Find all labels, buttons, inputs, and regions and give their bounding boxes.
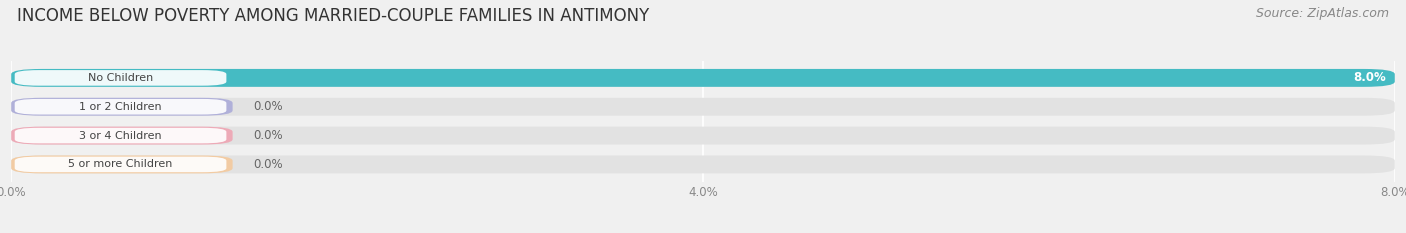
Text: 1 or 2 Children: 1 or 2 Children xyxy=(79,102,162,112)
FancyBboxPatch shape xyxy=(11,98,1395,116)
Text: 0.0%: 0.0% xyxy=(253,100,283,113)
Text: No Children: No Children xyxy=(89,73,153,83)
FancyBboxPatch shape xyxy=(11,155,1395,173)
FancyBboxPatch shape xyxy=(11,127,232,144)
FancyBboxPatch shape xyxy=(14,157,226,172)
Text: Source: ZipAtlas.com: Source: ZipAtlas.com xyxy=(1256,7,1389,20)
FancyBboxPatch shape xyxy=(11,127,1395,144)
Text: 3 or 4 Children: 3 or 4 Children xyxy=(79,130,162,140)
FancyBboxPatch shape xyxy=(11,98,232,116)
Text: 0.0%: 0.0% xyxy=(253,158,283,171)
Text: 0.0%: 0.0% xyxy=(253,129,283,142)
FancyBboxPatch shape xyxy=(14,99,226,115)
FancyBboxPatch shape xyxy=(14,128,226,143)
FancyBboxPatch shape xyxy=(11,69,1395,87)
FancyBboxPatch shape xyxy=(11,155,232,173)
Text: 5 or more Children: 5 or more Children xyxy=(69,159,173,169)
FancyBboxPatch shape xyxy=(14,70,226,86)
Text: INCOME BELOW POVERTY AMONG MARRIED-COUPLE FAMILIES IN ANTIMONY: INCOME BELOW POVERTY AMONG MARRIED-COUPL… xyxy=(17,7,650,25)
Text: 8.0%: 8.0% xyxy=(1354,71,1386,84)
FancyBboxPatch shape xyxy=(11,69,1395,87)
